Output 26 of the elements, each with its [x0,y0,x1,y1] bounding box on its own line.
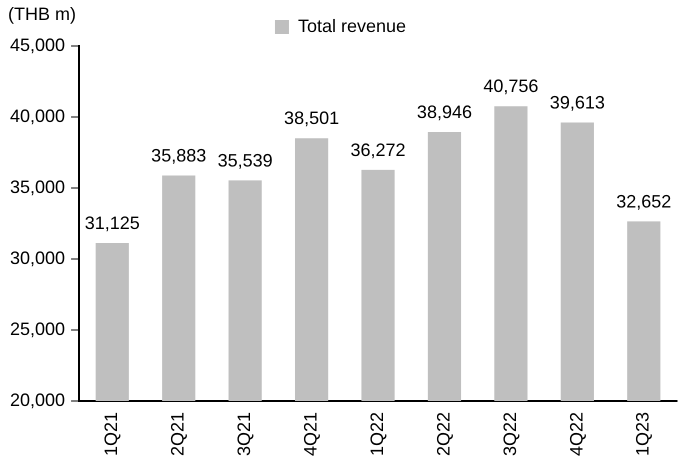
y-tick-label: 40,000 [10,106,66,126]
data-label: 38,946 [416,102,472,122]
x-tick-label: 2Q21 [168,412,188,456]
y-tick-label: 45,000 [10,34,66,55]
y-tick-label: 20,000 [10,390,66,410]
legend-label: Total revenue [298,16,406,36]
x-tick-label: 3Q22 [500,412,520,456]
y-tick-label: 30,000 [10,248,66,268]
x-tick-label: 1Q21 [101,412,122,456]
x-tick-label: 4Q21 [300,412,321,456]
data-label: 38,501 [284,108,340,128]
data-label: 32,652 [616,191,672,212]
x-tick-label: 4Q22 [566,412,586,456]
x-tick-label: 1Q23 [632,412,653,456]
y-axis-title: (THB m) [8,4,76,24]
data-label: 35,539 [218,150,273,170]
x-tick-label: 2Q22 [433,412,454,456]
data-label: 40,756 [483,76,538,96]
data-label: 31,125 [84,212,140,233]
data-label: 39,613 [550,92,605,112]
y-tick-label: 25,000 [10,318,66,339]
x-tick-label: 1Q22 [366,412,387,456]
x-tick-label: 3Q21 [234,412,254,456]
data-label: 36,272 [350,140,406,160]
data-label: 35,883 [151,145,206,166]
y-tick-label: 35,000 [10,176,66,197]
